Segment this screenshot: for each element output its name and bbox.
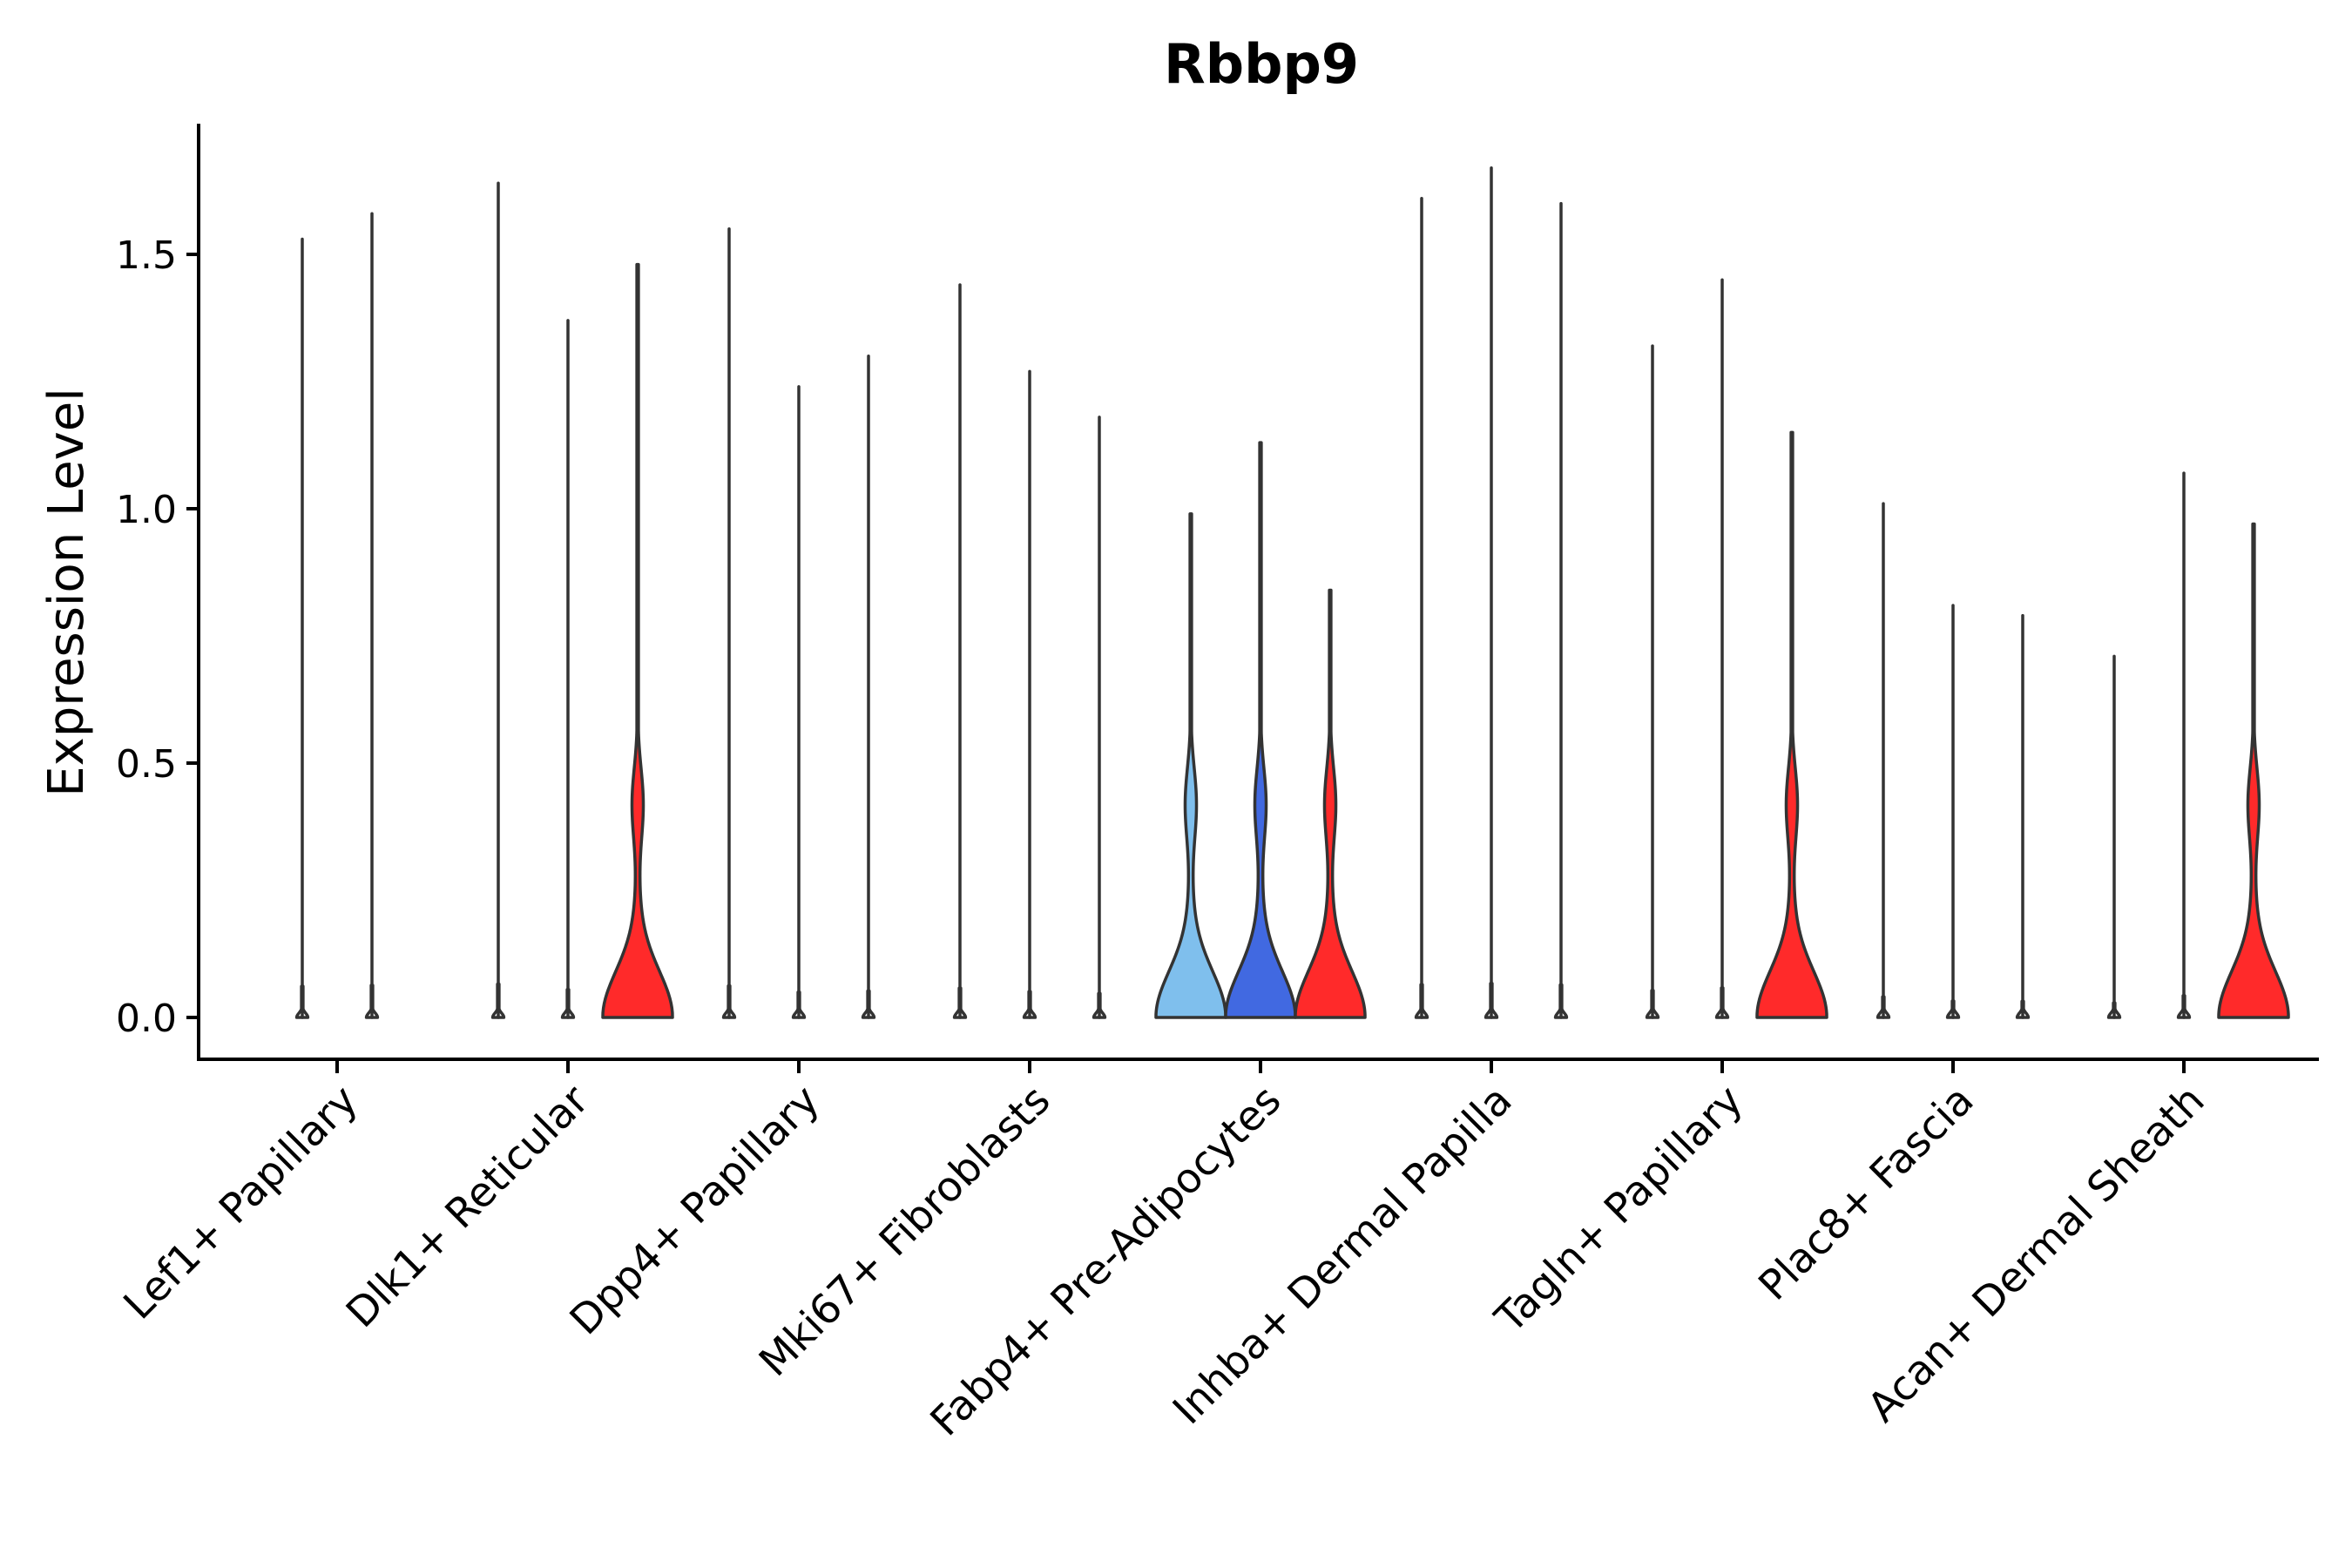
violin [1714,278,1730,1019]
violin [490,181,506,1019]
violin [1224,441,1297,1019]
category-label: Lef1+ Papillary [115,1077,368,1329]
category-label: Plac8+ Fascia [1750,1077,1984,1310]
violin [1645,344,1660,1019]
violin [2015,613,2031,1019]
y-tick-label: 1.0 [116,488,177,532]
y-tick-label: 1.5 [116,233,177,278]
violin [1092,416,1107,1019]
chart-title: Rbbp9 [1164,32,1359,96]
y-tick-label: 0.5 [116,742,177,787]
violin [364,212,380,1019]
violin [1484,166,1499,1019]
violin [1294,588,1367,1019]
violin [1414,197,1429,1019]
violin [721,227,737,1019]
violin [1553,201,1569,1019]
violin [2217,522,2290,1019]
violin [1876,502,1891,1019]
violin [2176,471,2192,1019]
violin [601,262,674,1019]
violin [294,237,310,1019]
violin [952,283,968,1019]
y-axis-ticks: 0.0 0.5 1.0 1.5 [116,233,199,1041]
violin [1945,604,1961,1019]
violin [791,385,807,1019]
violin [1755,430,1828,1019]
category-label: Tagln+ Papillary [1486,1077,1753,1343]
category-label: Dlk1+ Reticular [337,1076,598,1337]
violin [560,319,576,1019]
violin [1022,369,1037,1019]
y-tick-label: 0.0 [116,997,177,1041]
violin [861,355,876,1019]
category-label: Dpp4+ Papillary [561,1077,829,1345]
violin [1154,512,1227,1019]
y-axis-label: Expression Level [38,388,95,797]
violin [2106,654,2122,1019]
plot-area [294,166,2290,1019]
